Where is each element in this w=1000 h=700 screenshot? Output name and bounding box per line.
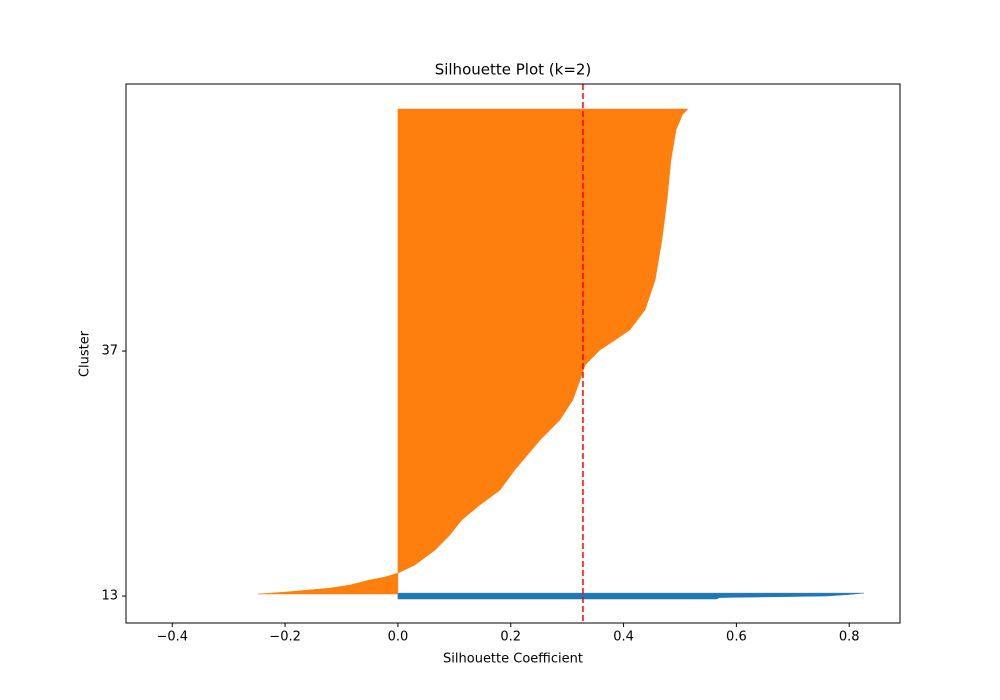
y-tick-label: 37: [101, 344, 118, 359]
x-axis-label: Silhouette Coefficient: [443, 652, 583, 667]
x-tick-label: 0.4: [613, 630, 634, 645]
plot-frame: [125, 83, 901, 624]
y-axis-label: Cluster: [78, 330, 93, 377]
silhouette-area: [397, 592, 864, 600]
x-tick-label: 0.6: [726, 630, 747, 645]
x-tick-label: −0.4: [156, 630, 188, 645]
chart-title: Silhouette Plot (k=2): [435, 61, 592, 79]
y-tick-label: 13: [101, 589, 118, 604]
silhouette-area: [257, 108, 689, 595]
x-tick-label: −0.2: [269, 630, 301, 645]
x-tick-label: 0.2: [500, 630, 521, 645]
x-tick-label: 0.8: [839, 630, 860, 645]
x-tick-label: 0.0: [388, 630, 409, 645]
